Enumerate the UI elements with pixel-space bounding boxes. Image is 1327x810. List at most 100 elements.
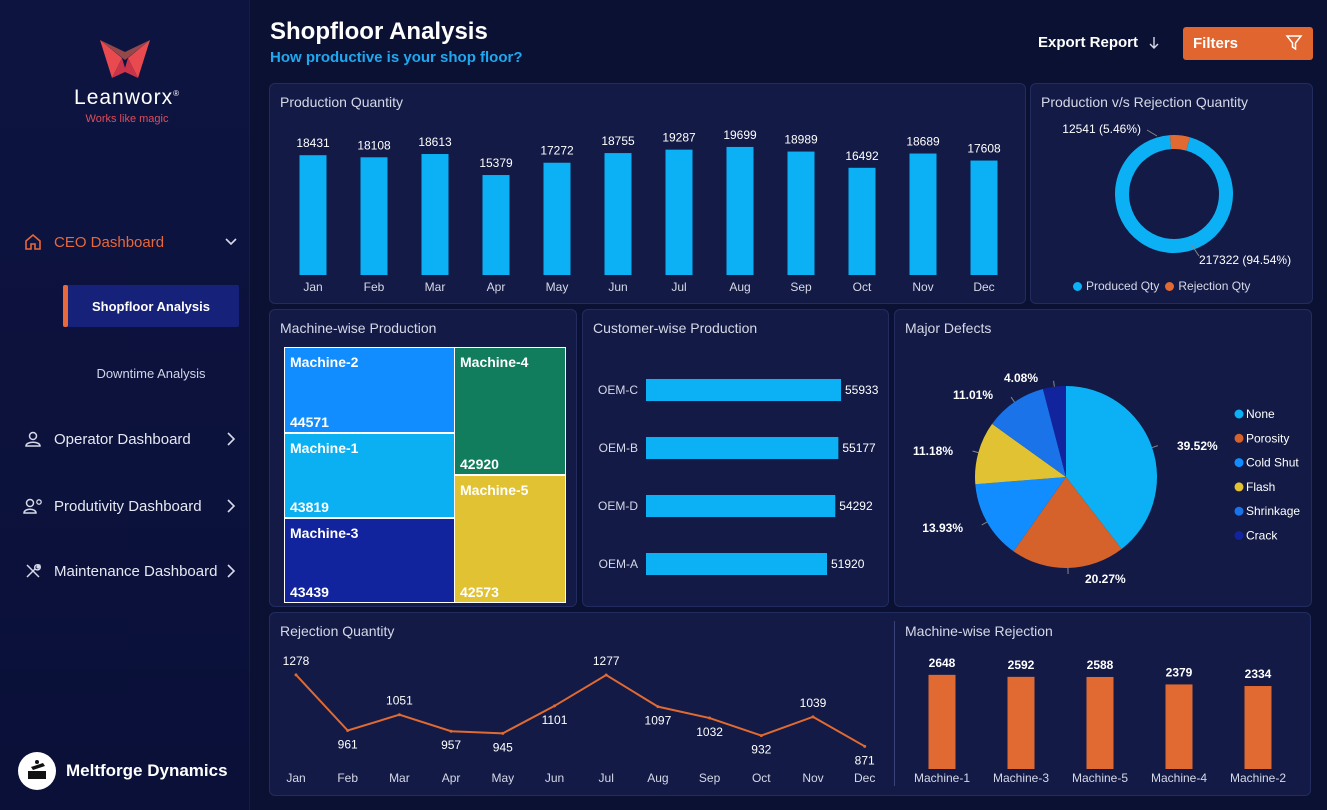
rejection-data-label: 945 xyxy=(493,740,513,754)
sidebar: Leanworx® Works like magic CEO Dashboard… xyxy=(0,0,250,810)
production-bar xyxy=(482,175,510,275)
rejection-point xyxy=(449,729,453,733)
page-subtitle: How productive is your shop floor? xyxy=(270,49,523,66)
treemap-value: 43819 xyxy=(290,499,329,515)
defect-leader-line xyxy=(981,521,988,526)
machine-rejection-bar xyxy=(1244,686,1272,769)
donut-slice-rejection xyxy=(1169,135,1190,151)
defect-legend-dot xyxy=(1234,409,1244,419)
production-x-tick: Feb xyxy=(364,280,385,294)
customer-y-tick: OEM-A xyxy=(599,557,638,571)
export-report-button[interactable]: Export Report xyxy=(1038,34,1160,51)
rejection-line xyxy=(295,673,866,748)
customer-y-tick: OEM-B xyxy=(599,441,638,455)
production-bar xyxy=(787,151,815,275)
defect-legend-label: Crack xyxy=(1246,529,1278,543)
customer-data-label: 55177 xyxy=(842,441,876,455)
defect-legend-label: None xyxy=(1246,407,1275,421)
defect-legend-label: Cold Shut xyxy=(1246,456,1299,470)
defect-slice xyxy=(1042,386,1066,477)
machine-rejection-x-tick: Machine-1 xyxy=(914,771,970,785)
production-bar xyxy=(543,162,571,275)
donut-data-label-produced: 217322 (94.54%) xyxy=(1199,253,1291,267)
nav-productivity-dashboard[interactable]: Produtivity Dashboard xyxy=(22,493,246,519)
defect-slice xyxy=(1013,477,1122,568)
chevron-right-icon xyxy=(227,432,236,446)
rejection-x-tick: Sep xyxy=(699,771,721,785)
production-data-label: 18689 xyxy=(906,135,940,149)
defect-legend-dot xyxy=(1234,458,1244,468)
company-name: Meltforge Dynamics xyxy=(66,761,228,780)
defect-data-label: 20.27% xyxy=(1085,572,1126,586)
production-x-tick: Jul xyxy=(671,280,686,294)
customer-y-tick: OEM-D xyxy=(598,499,638,513)
machine-rejection-x-tick: Machine-4 xyxy=(1151,771,1207,785)
defect-slice xyxy=(1066,386,1157,549)
defect-data-label: 39.52% xyxy=(1177,439,1218,453)
rejection-point xyxy=(397,713,401,717)
production-bar xyxy=(421,154,449,275)
treemap-machine-3[interactable]: Machine-3 43439 xyxy=(284,518,455,603)
rejection-point xyxy=(346,729,350,733)
arrow-down-icon xyxy=(1149,36,1159,49)
machine-rejection-x-tick: Machine-3 xyxy=(993,771,1049,785)
treemap-machine-1[interactable]: Machine-1 43819 xyxy=(284,433,455,518)
machine-rejection-data-label: 2592 xyxy=(1008,658,1035,672)
company-info: Meltforge Dynamics xyxy=(18,752,228,790)
nav-maintenance-label: Maintenance Dashboard xyxy=(54,562,218,580)
defect-slice xyxy=(975,423,1066,485)
defect-leader-line xyxy=(972,450,979,454)
nav-ceo-dashboard[interactable]: CEO Dashboard xyxy=(22,229,246,255)
rejection-x-tick: May xyxy=(491,771,514,785)
machine-rejection-x-tick: Machine-5 xyxy=(1072,771,1128,785)
section-divider xyxy=(894,621,895,786)
treemap-value: 42920 xyxy=(460,456,499,472)
machine-rejection-title: Machine-wise Rejection xyxy=(905,623,1053,639)
rejection-point xyxy=(811,715,815,719)
treemap-label: Machine-1 xyxy=(290,440,359,456)
production-x-tick: Nov xyxy=(912,280,933,294)
leanworx-logo-icon xyxy=(100,40,150,78)
treemap-label: Machine-4 xyxy=(460,354,529,370)
treemap-machine-2[interactable]: Machine-2 44571 xyxy=(284,347,455,433)
brand-tagline: Works like magic xyxy=(85,113,169,125)
treemap-machine-4[interactable]: Machine-4 42920 xyxy=(454,347,566,475)
production-x-tick: Jun xyxy=(608,280,627,294)
filter-icon xyxy=(1285,35,1303,51)
defect-data-label: 11.01% xyxy=(953,388,993,402)
defect-data-label: 13.93% xyxy=(922,521,963,535)
nav-maintenance-dashboard[interactable]: Maintenance Dashboard xyxy=(22,558,246,584)
prod-vs-rej-legend: Produced Qty Rejection Qty xyxy=(1073,279,1250,293)
prod-vs-rej-chart: 12541 (5.46%) 217322 (94.54%) xyxy=(1062,122,1291,267)
production-quantity-card: Production Quantity 18431 Jan 18108 Feb 1861… xyxy=(269,83,1026,304)
defect-legend-dot xyxy=(1234,506,1244,516)
rejection-point xyxy=(708,716,712,720)
customer-bar xyxy=(646,379,841,401)
treemap-value: 44571 xyxy=(290,414,329,430)
customer-bar xyxy=(646,495,836,517)
brand-logo: Leanworx® Works like magic xyxy=(62,38,192,128)
nav-operator-dashboard[interactable]: Operator Dashboard xyxy=(22,426,246,452)
major-defects-chart: 39.52% 20.27% 13.93% 11.18% 11.01% 4.08% None P… xyxy=(913,371,1300,586)
production-bar xyxy=(665,149,693,275)
filters-button[interactable]: Filters xyxy=(1183,27,1313,60)
defect-data-label: 4.08% xyxy=(1004,371,1038,385)
rejection-data-label: 871 xyxy=(855,753,875,767)
company-avatar xyxy=(18,752,56,790)
rejection-x-tick: Feb xyxy=(337,771,358,785)
rejection-title: Rejection Quantity xyxy=(280,623,395,639)
rejection-x-tick: Jan xyxy=(286,771,305,785)
defect-leader-line xyxy=(1151,445,1158,449)
chevron-right-icon xyxy=(227,564,236,578)
anvil-icon xyxy=(28,760,46,779)
subnav-shopfloor-analysis[interactable]: Shopfloor Analysis xyxy=(63,285,239,327)
defect-leader-line xyxy=(1010,396,1015,403)
production-x-tick: Oct xyxy=(853,280,872,294)
production-data-label: 19699 xyxy=(723,128,757,142)
rejection-data-label: 1051 xyxy=(386,694,413,708)
legend-rejection: Rejection Qty xyxy=(1178,279,1251,293)
subnav-downtime-analysis[interactable]: Downtime Analysis xyxy=(96,365,206,381)
production-x-tick: Aug xyxy=(729,280,750,294)
treemap-machine-5[interactable]: Machine-5 42573 xyxy=(454,475,566,603)
customer-data-label: 51920 xyxy=(831,557,865,571)
